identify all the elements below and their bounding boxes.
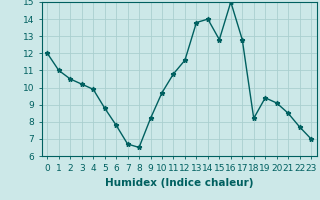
X-axis label: Humidex (Indice chaleur): Humidex (Indice chaleur) (105, 178, 253, 188)
